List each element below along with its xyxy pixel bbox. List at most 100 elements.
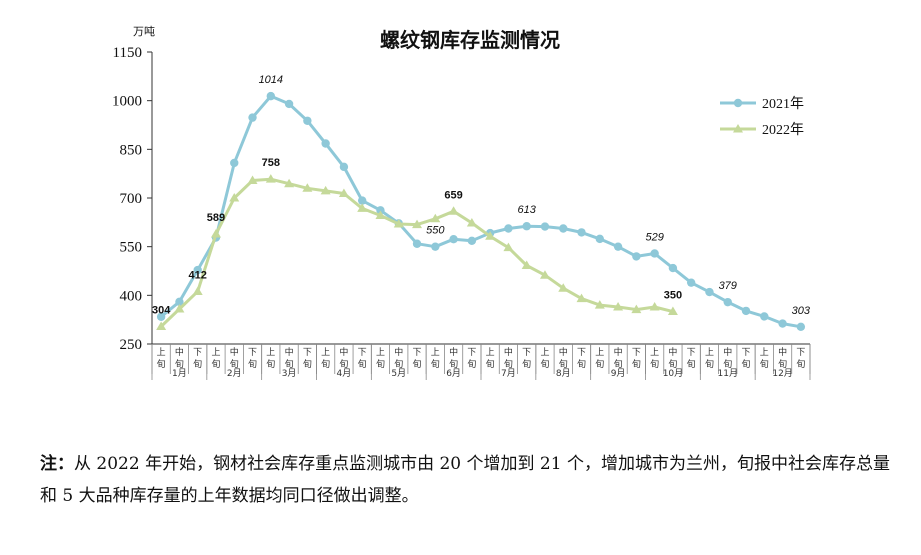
data-point — [521, 260, 532, 269]
x-tick-label: 旬 — [522, 358, 531, 370]
x-tick-label: 旬 — [577, 358, 586, 370]
x-tick-label: 旬 — [504, 358, 513, 370]
x-tick-label: 旬 — [303, 358, 312, 370]
x-tick-label: 旬 — [760, 358, 769, 370]
data-point — [522, 222, 531, 231]
legend-label: 2021年 — [762, 96, 804, 112]
chart: 螺纹钢库存监测情况 万吨 25040055070085010001150上旬中旬… — [112, 25, 811, 380]
data-point — [192, 286, 203, 295]
x-tick-label: 上 — [321, 347, 330, 358]
x-tick-label: 上 — [486, 347, 495, 358]
data-label: 758 — [262, 157, 280, 169]
x-tick-label: 上 — [540, 347, 549, 358]
x-tick-label: 旬 — [431, 358, 440, 370]
x-tick-label: 中 — [723, 346, 732, 358]
data-point — [631, 304, 642, 314]
x-tick-label: 下 — [303, 348, 312, 358]
data-point — [430, 213, 441, 223]
data-point — [649, 302, 660, 311]
x-tick-label: 旬 — [540, 358, 549, 370]
data-point — [284, 99, 294, 109]
chart-title: 螺纹钢库存监测情况 — [380, 28, 560, 52]
legend-marker — [733, 98, 743, 108]
data-point — [485, 231, 496, 240]
data-label: 304 — [152, 304, 171, 316]
data-point — [175, 297, 184, 307]
x-tick-label: 中 — [778, 346, 787, 358]
legend-marker — [733, 124, 743, 133]
x-tick-label: 下 — [796, 348, 805, 358]
x-tick-label: 旬 — [632, 358, 641, 370]
month-label: 3月 — [282, 368, 297, 379]
x-tick-label: 中 — [668, 346, 677, 358]
x-tick-label: 旬 — [705, 358, 714, 370]
month-label: 10月 — [663, 368, 683, 379]
data-point — [595, 234, 605, 244]
data-label: 412 — [189, 269, 207, 281]
data-point — [320, 185, 331, 195]
data-point — [576, 293, 587, 303]
x-tick-label: 中 — [614, 346, 623, 358]
data-point — [431, 242, 440, 251]
x-tick-label: 中 — [559, 346, 568, 358]
data-point — [650, 249, 659, 258]
data-point — [613, 242, 623, 251]
y-tick-label: 550 — [120, 240, 143, 256]
data-point — [778, 319, 787, 328]
x-tick-label: 旬 — [376, 358, 385, 370]
data-point — [632, 252, 641, 261]
data-point — [741, 306, 751, 316]
footnote: 注：从 2022 年开始，钢材社会库存重点监测城市由 20 个增加到 21 个，… — [40, 448, 890, 512]
y-tick-label: 1150 — [113, 45, 142, 61]
x-tick-label: 旬 — [358, 358, 367, 370]
data-point — [503, 242, 514, 252]
data-point — [705, 287, 714, 297]
data-point — [156, 312, 166, 321]
data-point — [577, 228, 586, 237]
data-point — [302, 183, 313, 192]
data-point — [412, 219, 423, 229]
data-point — [667, 306, 678, 316]
data-point — [375, 210, 386, 220]
data-label: 550 — [426, 225, 445, 237]
data-label: 613 — [518, 204, 537, 216]
data-point — [376, 206, 385, 215]
x-tick-label: 中 — [285, 346, 294, 358]
x-tick-label: 旬 — [449, 358, 458, 370]
x-tick-label: 上 — [595, 347, 604, 358]
y-axis-unit: 万吨 — [133, 25, 155, 38]
data-point — [357, 203, 368, 212]
x-tick-label: 旬 — [285, 358, 294, 370]
x-tick-label: 旬 — [796, 358, 805, 370]
x-tick-label: 旬 — [614, 358, 623, 370]
x-tick-label: 旬 — [668, 358, 677, 370]
data-label: 529 — [645, 231, 663, 243]
x-tick-label: 上 — [266, 347, 275, 358]
legend: 2021年 2022年 — [720, 96, 804, 138]
x-tick-label: 中 — [394, 346, 403, 358]
month-label: 7月 — [501, 368, 516, 379]
x-tick-label: 旬 — [595, 358, 604, 370]
data-point — [357, 196, 367, 205]
axes: 25040055070085010001150上旬中旬下旬上旬中旬下旬上旬中旬下… — [112, 45, 811, 380]
data-point — [613, 302, 624, 311]
x-tick-label: 旬 — [193, 358, 202, 370]
data-point — [668, 263, 678, 273]
x-tick-label: 上 — [705, 347, 714, 358]
data-point — [448, 206, 459, 215]
y-tick-label: 1000 — [112, 94, 142, 110]
y-tick-label: 700 — [120, 191, 143, 207]
month-label: 6月 — [446, 368, 461, 379]
data-point — [558, 283, 569, 292]
x-tick-label: 旬 — [742, 358, 751, 370]
data-point — [467, 236, 477, 246]
data-labels: 1014 550 613 529 379 303 304 412 589 758 659 350 — [152, 74, 811, 317]
x-tick-label: 上 — [650, 347, 659, 358]
x-tick-label: 上 — [157, 347, 166, 358]
x-tick-label: 下 — [358, 348, 367, 358]
series-layer — [156, 91, 806, 332]
data-point — [230, 158, 239, 168]
y-tick-label: 850 — [120, 142, 143, 158]
data-label: 659 — [444, 189, 462, 201]
x-tick-label: 旬 — [778, 358, 787, 370]
